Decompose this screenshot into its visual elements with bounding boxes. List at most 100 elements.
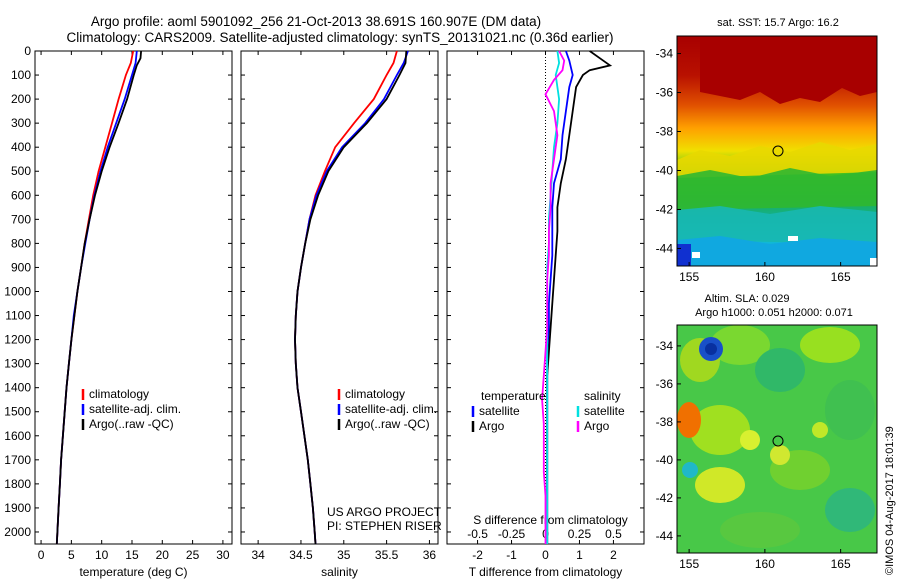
difference-xlabel: T difference from climatology (469, 565, 623, 579)
depth-tick-label: 300 (11, 116, 31, 130)
timestamp-label: ©IMOS 04-Aug-2017 18:01:39 (884, 426, 896, 575)
depth-tick-label: 900 (11, 260, 31, 274)
depth-tick-label: 1200 (4, 333, 31, 347)
depth-tick-label: 1600 (4, 429, 31, 443)
salinity-plot-frame (240, 50, 439, 545)
depth-tick-label: 800 (11, 236, 31, 250)
sla-map-argo-marker (772, 435, 784, 447)
salinity-diff-tick-label: -0.5 (467, 527, 488, 541)
map-lon-tick-label: 165 (831, 270, 851, 284)
sst-map-argo-marker (772, 145, 784, 157)
salinity-profile-chart: 34 34.5 35 35.5 36 salinity climatologysatelli… (240, 50, 439, 579)
difference-series-0-line (546, 50, 574, 544)
temperature-xtick-label: 25 (186, 548, 200, 562)
salinity-xtick-label: 35 (337, 548, 351, 562)
temperature-xtick-label: 15 (125, 548, 139, 562)
depth-tick-label: 2000 (4, 525, 31, 539)
sla-map-title-line2: Argo h1000: 0.051 h2000: 0.071 (695, 307, 853, 319)
map-lon-tick-label: 155 (679, 270, 699, 284)
salinity-diff-tick-label: 0.5 (605, 527, 622, 541)
temperature-series-2-line (55, 50, 142, 545)
sst-map: sat. SST: 15.7 Argo: 16.2 155 160 165 -34 -3… (656, 17, 878, 284)
depth-tick-label: 600 (11, 188, 31, 202)
difference-xtick-label: 2 (610, 548, 617, 562)
depth-tick-label: 1300 (4, 357, 31, 371)
temperature-series-1-line (55, 50, 138, 545)
salinity-diff-tick-label: -0.25 (498, 527, 526, 541)
depth-tick-label: 1100 (5, 309, 31, 323)
map-lat-tick-label: -38 (656, 415, 674, 429)
legend-entry: climatology (345, 387, 405, 401)
map-lat-tick-label: -44 (656, 241, 674, 255)
sst-map-title: sat. SST: 15.7 Argo: 16.2 (717, 17, 839, 29)
depth-tick-label: 200 (11, 92, 31, 106)
depth-tick-label: 1500 (4, 405, 31, 419)
legend-temperature-title: temperature (481, 389, 546, 403)
difference-profile-chart: -2 -1 0 1 2 T difference from climatology -0.5… (446, 50, 645, 579)
map-lon-tick-label: 160 (755, 557, 775, 571)
difference-xtick-label: -1 (506, 548, 517, 562)
temperature-xtick-label: 5 (68, 548, 75, 562)
map-lat-tick-label: -40 (656, 453, 674, 467)
map-lat-tick-label: -36 (656, 86, 674, 100)
legend-entry: satellite (479, 404, 520, 418)
difference-xtick-label: -2 (472, 548, 483, 562)
temperature-xtick-label: 30 (216, 548, 230, 562)
temperature-profile-chart: 0 5 10 15 20 25 30 temperature (deg C) 0 100 200 30… (4, 44, 233, 579)
map-lon-tick-label: 155 (679, 557, 699, 571)
sla-map: Altim. SLA: 0.029 Argo h1000: 0.051 h200… (656, 293, 878, 571)
legend-entry: Argo(..raw -QC) (345, 417, 430, 431)
depth-tick-label: 500 (11, 164, 31, 178)
depth-tick-label: 1700 (4, 453, 31, 467)
salinity-xlabel: salinity (321, 565, 358, 579)
salinity-diff-xlabel: S difference from climatology (473, 513, 628, 527)
difference-series-3-line (541, 50, 566, 544)
map-lon-tick-label: 160 (755, 270, 775, 284)
map-lat-tick-label: -36 (656, 377, 674, 391)
depth-tick-label: 0 (24, 44, 31, 58)
depth-tick-label: 1900 (4, 501, 31, 515)
temperature-xtick-label: 10 (95, 548, 109, 562)
sst-map-field (677, 36, 877, 266)
sla-map-field (677, 325, 877, 553)
temperature-series-0-line (55, 50, 135, 545)
difference-xtick-label: 1 (576, 548, 583, 562)
legend-entry: Argo(..raw -QC) (89, 417, 174, 431)
salinity-series-0-line (294, 50, 398, 545)
salinity-xtick-label: 36 (423, 548, 437, 562)
depth-tick-label: 1400 (4, 381, 31, 395)
legend-entry: satellite-adj. clim. (89, 402, 181, 416)
map-lat-tick-label: -34 (656, 47, 674, 61)
sla-map-title-line1: Altim. SLA: 0.029 (705, 293, 790, 305)
legend-entry: Argo (584, 419, 610, 433)
temperature-plot-frame (34, 50, 233, 545)
depth-tick-label: 700 (11, 212, 31, 226)
salinity-xtick-label: 34 (251, 548, 265, 562)
pi-label: PI: STEPHEN RISER (327, 519, 442, 533)
legend-entry: satellite (584, 404, 625, 418)
map-lat-tick-label: -38 (656, 125, 674, 139)
depth-tick-label: 400 (11, 140, 31, 154)
map-lat-tick-label: -44 (656, 529, 674, 543)
figure-title-line1: Argo profile: aoml 5901092_256 21-Oct-20… (91, 14, 541, 29)
salinity-series-1-line (294, 50, 409, 545)
salinity-xtick-label: 35.5 (375, 548, 399, 562)
temperature-xlabel: temperature (deg C) (79, 565, 187, 579)
legend-salinity-title: salinity (584, 389, 621, 403)
legend-entry: satellite-adj. clim. (345, 402, 437, 416)
depth-tick-label: 1800 (4, 477, 31, 491)
map-lat-tick-label: -34 (656, 339, 674, 353)
difference-xtick-label: 0 (542, 548, 549, 562)
depth-tick-label: 1000 (4, 284, 31, 298)
legend-entry: climatology (89, 387, 149, 401)
salinity-diff-tick-label: 0.25 (568, 527, 592, 541)
map-lat-tick-label: -40 (656, 163, 674, 177)
project-label: US ARGO PROJECT (327, 505, 442, 519)
salinity-series-2-line (294, 50, 408, 545)
map-lat-tick-label: -42 (656, 491, 674, 505)
temperature-xtick-label: 0 (38, 548, 45, 562)
figure-title-line2: Climatology: CARS2009. Satellite-adjuste… (66, 30, 613, 45)
map-lon-tick-label: 165 (831, 557, 851, 571)
legend-entry: Argo (479, 419, 505, 433)
